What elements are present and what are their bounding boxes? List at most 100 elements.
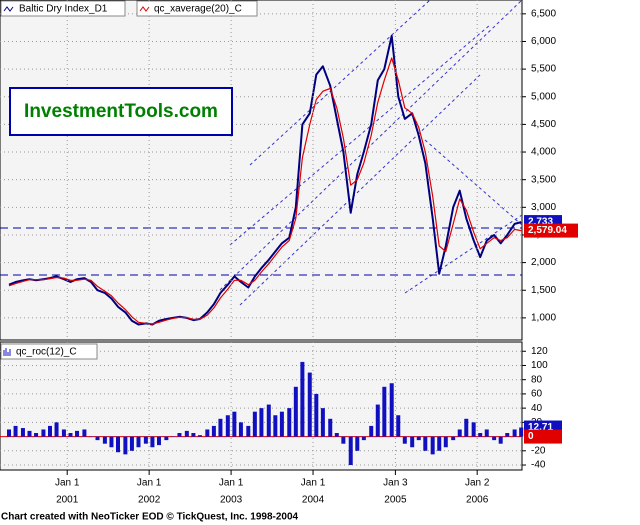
value-tag: [524, 429, 562, 444]
bar: [341, 436, 346, 444]
bar: [266, 404, 271, 437]
legend-label: qc_roc(12)_C: [16, 347, 77, 358]
legend-box: [0, 343, 98, 360]
bar: [519, 427, 524, 437]
x-tick-label: Jan 1: [137, 478, 162, 489]
bar: [75, 430, 80, 437]
bar: [505, 433, 510, 437]
bar: [170, 436, 175, 438]
bar: [156, 436, 161, 446]
bar: [211, 425, 216, 437]
data-layer: 1,0001,5002,0002,5003,0003,5004,0004,500…: [0, 0, 578, 506]
bar: [443, 436, 448, 448]
bar: [293, 386, 298, 437]
legend-icon: [139, 6, 150, 12]
bar: [68, 433, 73, 437]
bar: [512, 429, 517, 437]
bar: [20, 428, 25, 437]
value-tag-label: 2,733: [528, 217, 553, 228]
bar: [123, 436, 128, 455]
bar: [451, 436, 456, 441]
bar: [61, 429, 66, 437]
bar: [307, 372, 312, 437]
y-tick-label: 3,500: [531, 174, 556, 185]
footer: Chart created with NeoTicker EOD © TickQ…: [1, 512, 299, 523]
bar: [252, 411, 257, 437]
bar: [498, 436, 503, 444]
bar: [457, 429, 462, 437]
y-tick-label: 4,500: [531, 119, 556, 130]
x-tick-year: 2001: [56, 495, 79, 506]
bar: [348, 436, 353, 466]
value-tag-label: 2,579.04: [528, 225, 567, 236]
y-tick-label: 60: [531, 389, 543, 400]
y-tick-label: -20: [531, 445, 546, 456]
watermark: InvestmentTools.com: [24, 101, 218, 122]
bar: [205, 429, 210, 437]
bar: [54, 422, 59, 437]
bar: [423, 436, 428, 451]
bar: [13, 425, 18, 437]
y-tick-label: 1,500: [531, 285, 556, 296]
x-tick-year: 2002: [138, 495, 161, 506]
bar: [238, 422, 243, 437]
bar: [136, 436, 141, 448]
bar: [334, 433, 339, 437]
legend-icon: [3, 6, 14, 12]
bar: [102, 436, 107, 444]
x-tick-year: 2003: [220, 495, 243, 506]
bar: [471, 422, 476, 437]
y-tick-label: -40: [531, 460, 546, 471]
bar: [218, 418, 223, 437]
y-tick-label: 2,000: [531, 257, 556, 268]
y-tick-label: 80: [531, 374, 543, 385]
y-tick-label: 6,500: [531, 8, 556, 19]
bar: [492, 436, 497, 441]
bar: [389, 383, 394, 437]
bar: [314, 393, 319, 437]
series-line: [8, 57, 522, 325]
bar: [355, 436, 360, 451]
y-tick-label: 120: [531, 346, 548, 357]
bar: [129, 436, 134, 451]
bar: [320, 408, 325, 437]
series-line: [8, 34, 522, 326]
bar: [41, 429, 46, 437]
x-tick-label: Jan 1: [219, 478, 244, 489]
bar: [197, 435, 202, 437]
value-tag: [524, 223, 578, 238]
y-tick-label: 5,500: [531, 64, 556, 75]
bar: [184, 430, 189, 437]
bar: [382, 386, 387, 437]
bar: [375, 404, 380, 437]
bar: [27, 430, 32, 437]
x-tick-label: Jan 1: [55, 478, 80, 489]
bar: [430, 436, 435, 455]
trend-channels: [219, 0, 523, 306]
bar: [95, 436, 100, 441]
bar: [109, 436, 114, 448]
x-tick-year: 2005: [384, 495, 407, 506]
roc-pane: [0, 341, 523, 471]
bar: [410, 436, 415, 448]
bar: [361, 436, 366, 441]
watermark-box: [9, 87, 233, 136]
y-tick-label: 3,000: [531, 202, 556, 213]
bar: [225, 415, 230, 437]
x-tick-label: Jan 3: [383, 478, 408, 489]
bar: [164, 436, 169, 441]
bar: [396, 415, 401, 437]
x-tick-year: 2004: [302, 495, 325, 506]
bar: [232, 411, 237, 437]
legend-label: Baltic Dry Index_D1: [19, 4, 108, 15]
bar: [150, 436, 155, 448]
y-tick-label: 6,000: [531, 36, 556, 47]
legend-icon: [3, 348, 11, 356]
bar: [300, 361, 305, 437]
bar: [402, 436, 407, 444]
level-lines: [0, 227, 522, 276]
bar: [437, 436, 442, 451]
value-tag-label: 0: [528, 431, 534, 442]
bar: [177, 433, 182, 437]
bar: [328, 418, 333, 437]
